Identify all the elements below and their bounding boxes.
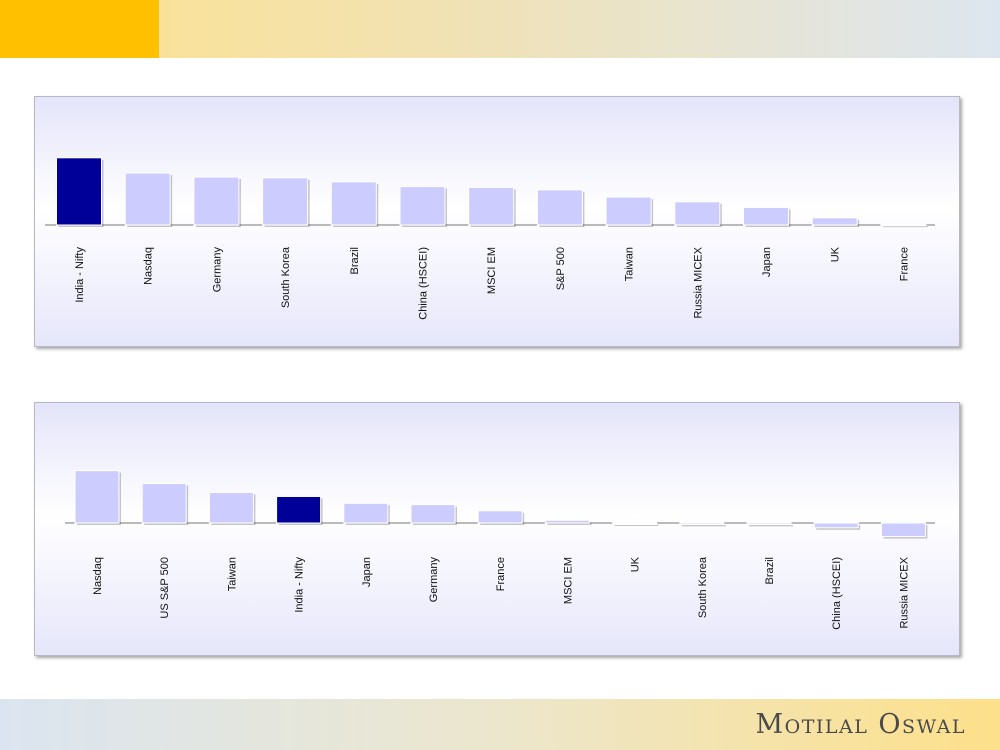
bar-uk bbox=[612, 522, 658, 525]
bar-msci-em bbox=[544, 519, 590, 524]
tick-label-nasdaq: Nasdaq bbox=[143, 247, 155, 285]
bar-shadow bbox=[547, 522, 592, 525]
tick-label-brazil: Brazil bbox=[349, 247, 361, 275]
bar-taiwan bbox=[208, 491, 254, 524]
bar-france bbox=[880, 223, 927, 226]
bar-germany bbox=[410, 504, 456, 524]
tick-label-uk: UK bbox=[630, 556, 642, 572]
tick-label-france: France bbox=[495, 557, 507, 591]
tick-label-msci-em: MSCI EM bbox=[486, 247, 498, 294]
tick-label-japan: Japan bbox=[361, 557, 373, 587]
tick-label-china-hscei: China (HSCEI) bbox=[418, 247, 430, 320]
tick-label-india-nifty: India - Nifty bbox=[294, 557, 306, 613]
bar-china-hscei bbox=[813, 522, 859, 529]
bar-chart-bottom: Nasdaq US S&P 500 Taiwan India - Nifty Japan… bbox=[65, 470, 935, 630]
tick-label-south-korea: South Korea bbox=[697, 556, 709, 618]
bar-nasdaq bbox=[74, 470, 120, 524]
tick-label-russia-micex: Russia MICEX bbox=[898, 556, 910, 628]
bar-china-hscei bbox=[399, 186, 446, 226]
tick-label-germany: Germany bbox=[428, 557, 440, 603]
bar-shadow bbox=[614, 525, 659, 526]
header-accent bbox=[0, 0, 159, 58]
bar-russia-micex bbox=[674, 201, 721, 226]
bar-germany bbox=[193, 176, 240, 226]
header-bar bbox=[0, 0, 1000, 58]
bar-taiwan bbox=[605, 196, 652, 226]
tick-label-nasdaq: Nasdaq bbox=[92, 557, 104, 595]
tick-label-south-korea: South Korea bbox=[280, 246, 292, 308]
tick-label-france: France bbox=[898, 247, 910, 281]
tick-label-russia-micex: Russia MICEX bbox=[692, 246, 704, 318]
bar-nasdaq bbox=[124, 172, 171, 226]
bar-india-nifty bbox=[56, 157, 102, 226]
tick-label-taiwan: Taiwan bbox=[226, 557, 238, 591]
tick-label-china-hscei: China (HSCEI) bbox=[831, 557, 843, 630]
chart-panel-bottom: Nasdaq US S&P 500 Taiwan India - Nifty Japan… bbox=[34, 402, 960, 656]
footer-bar bbox=[0, 699, 1000, 750]
bar-uk bbox=[811, 217, 858, 226]
chart-panel-top: India - Nifty Nasdaq Germany South Korea Bra… bbox=[34, 96, 960, 347]
tick-label-taiwan: Taiwan bbox=[624, 247, 636, 281]
bar-south-korea bbox=[679, 522, 725, 525]
tick-label-s-p-500: S&P 500 bbox=[555, 247, 567, 290]
bar-chart-top: India - Nifty Nasdaq Germany South Korea Bra… bbox=[45, 157, 935, 320]
bar-s-p-500 bbox=[536, 189, 583, 226]
bar-shadow bbox=[681, 525, 726, 527]
tick-label-msci-em: MSCI EM bbox=[562, 557, 574, 604]
bar-france bbox=[477, 510, 523, 524]
bar-brazil bbox=[746, 522, 792, 525]
tick-label-japan: Japan bbox=[761, 247, 773, 277]
tick-label-uk: UK bbox=[830, 246, 842, 262]
bar-south-korea bbox=[262, 177, 309, 226]
bar-russia-micex bbox=[880, 522, 926, 538]
bar-japan bbox=[343, 502, 389, 524]
bar-shadow bbox=[749, 525, 793, 527]
tick-label-germany: Germany bbox=[211, 247, 223, 293]
bar-japan bbox=[743, 206, 789, 226]
tick-label-india-nifty: India - Nifty bbox=[74, 247, 86, 303]
bar-india-nifty bbox=[276, 495, 322, 524]
brand-logo-text: Motilal Oswal bbox=[755, 709, 966, 740]
tick-label-us-s-p-500: US S&P 500 bbox=[159, 557, 171, 619]
bar-msci-em bbox=[468, 186, 515, 226]
bar-us-s-p-500 bbox=[141, 483, 187, 524]
bar-shadow bbox=[882, 226, 928, 228]
tick-label-brazil: Brazil bbox=[764, 557, 776, 585]
bar-brazil bbox=[330, 181, 377, 226]
